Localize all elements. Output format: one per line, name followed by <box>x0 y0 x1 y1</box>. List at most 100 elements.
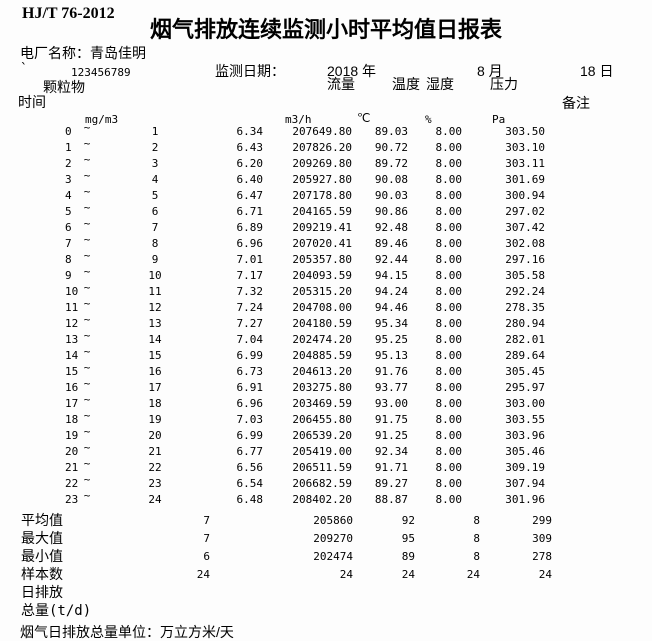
summary-label: 最小值 <box>21 549 63 565</box>
tilde-separator: ~ <box>83 297 91 310</box>
table-row: 6 ~ 7 6.89 209219.41 92.48 8.00 307.42 <box>0 217 652 236</box>
flow-value: 208402.20 <box>292 493 352 506</box>
hour-start: 14 <box>65 349 79 362</box>
temp-value: 95.25 <box>374 333 408 346</box>
flow-value: 206455.80 <box>292 413 352 426</box>
tick-mark: ` <box>20 62 28 77</box>
temp-value: 92.44 <box>374 253 408 266</box>
temp-value: 95.13 <box>374 349 408 362</box>
monitor-date-label: 监测日期： <box>215 63 285 79</box>
temp-value: 93.00 <box>374 397 408 410</box>
humidity-value: 8.00 <box>435 125 463 138</box>
pressure-value: 280.94 <box>505 317 545 330</box>
pm-value: 6.91 <box>236 381 264 394</box>
hour-end: 16 <box>148 365 162 378</box>
pm-value: 7.03 <box>236 413 264 426</box>
summary-temp-value: 24 <box>401 568 415 581</box>
temp-value: 90.03 <box>374 189 408 202</box>
monitor-date-day: 18 日 <box>580 63 614 79</box>
hour-start: 6 <box>65 221 72 234</box>
pm-value: 7.01 <box>236 253 264 266</box>
pm-value: 7.17 <box>236 269 264 282</box>
flow-value: 207826.20 <box>292 141 352 154</box>
pm-value: 6.54 <box>236 477 264 490</box>
tilde-separator: ~ <box>83 169 91 182</box>
hour-start: 18 <box>65 413 79 426</box>
summary-pm-value: 24 <box>196 568 210 581</box>
col-header-remark: 备注 <box>562 95 590 111</box>
pressure-value: 309.19 <box>505 461 545 474</box>
hour-start: 22 <box>65 477 79 490</box>
plant-code: 123456789 <box>71 66 131 79</box>
report-title: 烟气排放连续监测小时平均值日报表 <box>149 17 502 42</box>
humidity-value: 8.00 <box>435 493 463 506</box>
humidity-value: 8.00 <box>435 445 463 458</box>
temp-value: 95.34 <box>374 317 408 330</box>
hour-end: 3 <box>151 157 159 170</box>
temp-value: 94.46 <box>374 301 408 314</box>
temp-value: 90.08 <box>374 173 408 186</box>
table-row: 22 ~ 23 6.54 206682.59 89.27 8.00 307.94 <box>0 473 652 492</box>
tilde-separator: ~ <box>83 393 91 406</box>
footer-note: 烟气日排放总量单位：万立方米/天 <box>20 624 234 640</box>
humidity-value: 8.00 <box>435 413 463 426</box>
summary-label: 总量(t/d) <box>21 603 92 619</box>
unit-temp: ℃ <box>357 111 371 125</box>
pm-value: 6.89 <box>236 221 264 234</box>
standard-code: HJ/T 76-2012 <box>22 5 115 22</box>
unit-flow: m3/h <box>285 113 312 126</box>
pressure-value: 305.45 <box>505 365 545 378</box>
humidity-value: 8.00 <box>435 285 463 298</box>
summary-temp-value: 92 <box>401 514 415 527</box>
tilde-separator: ~ <box>83 345 91 358</box>
temp-value: 89.27 <box>374 477 408 490</box>
pressure-value: 301.96 <box>505 493 545 506</box>
table-row: 10 ~ 11 7.32 205315.20 94.24 8.00 292.24 <box>0 281 652 300</box>
hour-start: 12 <box>65 317 79 330</box>
unit-humidity: % <box>425 113 432 126</box>
hour-end: 12 <box>148 301 162 314</box>
summary-flow-value: 24 <box>339 568 353 581</box>
humidity-value: 8.00 <box>435 397 463 410</box>
pm-value: 6.43 <box>236 141 264 154</box>
plant-name-label: 电厂名称： <box>20 45 90 61</box>
tilde-separator: ~ <box>83 281 91 294</box>
hour-end: 21 <box>148 445 162 458</box>
table-row: 5 ~ 6 6.71 204165.59 90.86 8.00 297.02 <box>0 201 652 220</box>
tilde-separator: ~ <box>83 425 91 438</box>
summary-label: 平均值 <box>21 513 63 529</box>
hour-end: 23 <box>148 477 162 490</box>
flow-value: 204708.00 <box>292 301 352 314</box>
col-header-flow: 流量 <box>327 76 355 92</box>
tilde-separator: ~ <box>83 313 91 326</box>
temp-value: 91.76 <box>374 365 408 378</box>
hour-end: 13 <box>148 317 162 330</box>
flow-value: 206539.20 <box>292 429 352 442</box>
hour-end: 11 <box>148 285 162 298</box>
humidity-value: 8.00 <box>435 173 463 186</box>
table-row: 0 ~ 1 6.34 207649.80 89.03 8.00 303.50 <box>0 121 652 140</box>
hour-start: 16 <box>65 381 79 394</box>
summary-row: 最小值 6 202474 89 8 278 <box>0 548 652 566</box>
humidity-value: 8.00 <box>435 237 463 250</box>
pm-value: 6.77 <box>236 445 264 458</box>
hour-start: 11 <box>65 301 79 314</box>
hour-start: 3 <box>65 173 72 186</box>
table-row: 14 ~ 15 6.99 204885.59 95.13 8.00 289.64 <box>0 345 652 364</box>
tilde-separator: ~ <box>83 489 91 502</box>
pressure-value: 292.24 <box>505 285 545 298</box>
pressure-value: 303.50 <box>505 125 545 138</box>
table-row: 17 ~ 18 6.96 203469.59 93.00 8.00 303.00 <box>0 393 652 412</box>
flow-value: 205357.80 <box>292 253 352 266</box>
temp-value: 89.46 <box>374 237 408 250</box>
summary-pressure-value: 309 <box>532 532 552 545</box>
hour-start: 5 <box>65 205 72 218</box>
flow-value: 206682.59 <box>292 477 352 490</box>
flow-value: 206511.59 <box>292 461 352 474</box>
flow-value: 203469.59 <box>292 397 352 410</box>
pressure-value: 303.00 <box>505 397 545 410</box>
flow-value: 205419.00 <box>292 445 352 458</box>
pressure-value: 307.94 <box>505 477 545 490</box>
hour-start: 2 <box>65 157 72 170</box>
hour-end: 6 <box>151 205 159 218</box>
